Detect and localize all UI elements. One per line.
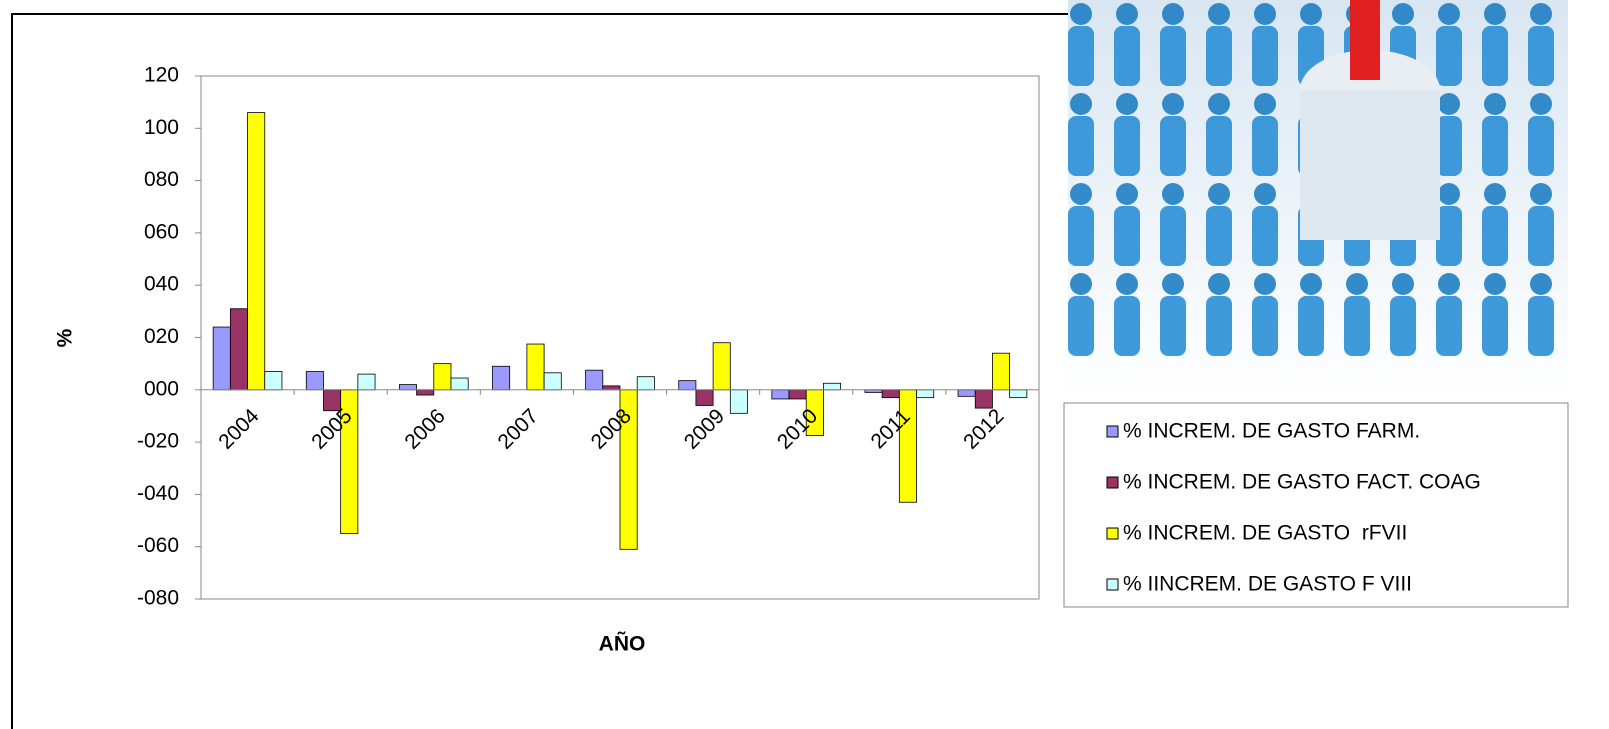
bar: [433, 363, 452, 391]
bar: [398, 384, 417, 391]
y-tick-label: 020: [144, 325, 179, 348]
bar: [450, 377, 469, 391]
y-tick-label: -060: [137, 534, 179, 557]
bar: [916, 389, 935, 399]
y-tick-label: 000: [144, 377, 179, 400]
bar: [264, 371, 283, 391]
bar: [543, 372, 562, 391]
bar: [678, 380, 697, 391]
legend: [1063, 402, 1569, 608]
bar: [712, 342, 731, 391]
bar: [526, 343, 545, 391]
bar: [492, 365, 511, 391]
legend-swatch: [1106, 578, 1119, 591]
legend-label: % INCREM. DE GASTO FACT. COAG: [1123, 471, 1481, 494]
y-tick-label: 100: [144, 116, 179, 139]
y-tick-label: 060: [144, 220, 179, 243]
bar: [957, 389, 976, 397]
bar: [992, 352, 1011, 391]
y-tick-label: 120: [144, 64, 179, 87]
legend-swatch: [1106, 425, 1119, 438]
bar: [823, 382, 842, 391]
bar: [247, 112, 266, 391]
y-axis-label: %: [54, 328, 77, 347]
legend-label: % INCREM. DE GASTO rFVII: [1123, 522, 1407, 545]
bar: [729, 389, 748, 414]
bar: [974, 389, 993, 409]
bar: [602, 385, 621, 391]
bar: [636, 376, 655, 391]
legend-label: % IINCREM. DE GASTO F VIII: [1123, 573, 1412, 596]
bar: [881, 389, 900, 399]
y-tick-label: -040: [137, 482, 179, 505]
y-tick-label: 080: [144, 168, 179, 191]
x-axis-label: AÑO: [599, 633, 646, 656]
bar: [695, 389, 714, 406]
y-tick-label: -020: [137, 430, 179, 453]
legend-swatch: [1106, 527, 1119, 540]
bar: [771, 389, 790, 400]
bar: [585, 369, 604, 391]
bar: [1009, 389, 1028, 399]
legend-label: % INCREM. DE GASTO FARM.: [1123, 420, 1420, 443]
bar: [212, 326, 231, 391]
bar: [305, 371, 324, 391]
bar: [788, 389, 807, 400]
bar: [898, 389, 917, 503]
bar: [416, 389, 435, 396]
y-tick-label: 040: [144, 273, 179, 296]
frame: [11, 13, 1068, 729]
y-tick-label: -080: [137, 587, 179, 610]
picture: [1068, 0, 1568, 395]
bar: [229, 308, 248, 391]
legend-swatch: [1106, 476, 1119, 489]
bar: [357, 373, 376, 391]
